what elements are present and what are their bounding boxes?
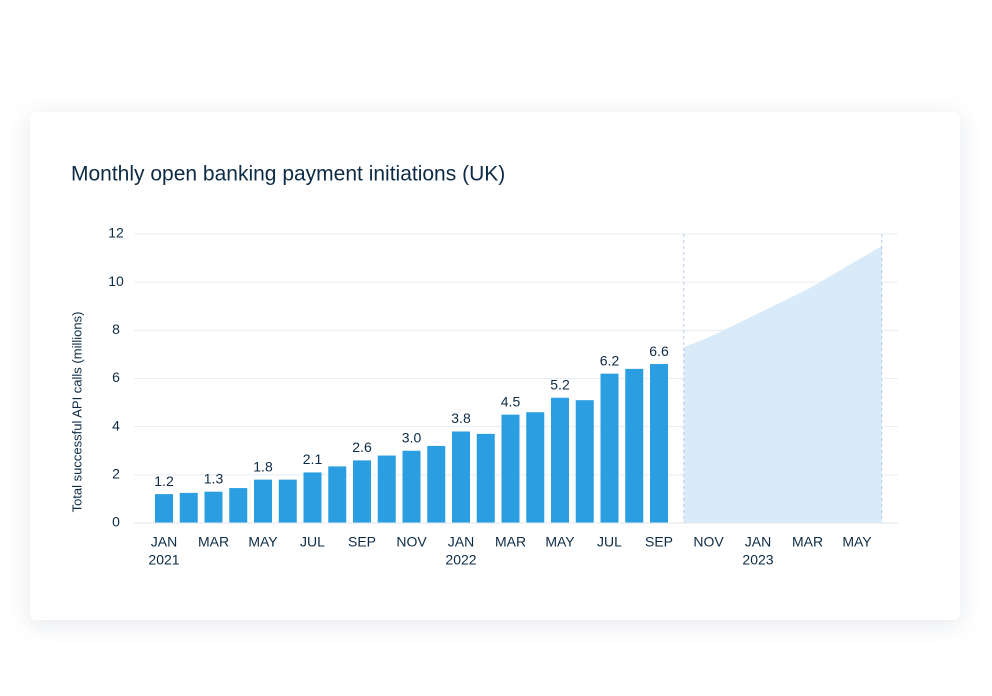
x-tick-label: MAR	[198, 534, 229, 550]
bar	[526, 412, 545, 523]
bar	[452, 431, 470, 523]
y-tick-label: 10	[108, 273, 124, 289]
bar	[650, 364, 668, 523]
value-label: 6.2	[600, 352, 620, 368]
x-tick-label: NOV	[396, 534, 427, 550]
y-tick-label: 12	[108, 225, 124, 241]
x-tick-label: MAY	[545, 534, 575, 550]
x-tick-label: MAR	[495, 534, 526, 550]
bar	[328, 466, 347, 523]
y-tick-label: 4	[112, 417, 120, 433]
bar	[179, 492, 198, 523]
x-tick-label: SEP	[348, 534, 376, 550]
bar	[476, 433, 495, 523]
y-tick-label: 8	[112, 321, 120, 337]
value-label: 2.6	[352, 439, 372, 455]
y-tick-label: 6	[112, 369, 120, 385]
bar	[254, 479, 272, 523]
x-tick-label: JAN	[151, 534, 177, 550]
bar	[625, 368, 644, 523]
value-label: 6.6	[649, 343, 669, 359]
bar	[427, 445, 446, 523]
y-tick-label: 2	[112, 466, 120, 482]
bar	[353, 460, 371, 523]
bar	[229, 488, 248, 523]
bar	[204, 491, 223, 523]
value-label: 4.5	[501, 393, 521, 409]
bar	[402, 450, 421, 523]
y-axis-title: Total successful API calls (millions)	[69, 312, 84, 513]
x-tick-label: JAN	[745, 534, 771, 550]
bar	[600, 373, 619, 523]
bar	[575, 400, 594, 523]
x-tick-label: JUL	[300, 534, 325, 550]
x-year-label: 2023	[742, 552, 773, 568]
bar	[278, 479, 297, 523]
bar	[303, 472, 322, 523]
bar	[501, 414, 520, 523]
value-label: 5.2	[550, 376, 570, 392]
x-tick-label: MAY	[248, 534, 278, 550]
x-year-label: 2021	[148, 552, 179, 568]
x-year-label: 2022	[445, 552, 476, 568]
forecast-area	[683, 246, 882, 523]
bar	[551, 397, 569, 523]
x-tick-label: MAY	[842, 534, 872, 550]
value-label: 3.8	[451, 410, 471, 426]
value-label: 1.3	[204, 470, 224, 486]
y-tick-label: 0	[112, 514, 120, 530]
chart-title: Monthly open banking payment initiations…	[71, 163, 505, 186]
bar	[155, 494, 173, 523]
value-label: 2.1	[303, 451, 323, 467]
x-tick-label: JUL	[597, 534, 622, 550]
value-label: 1.2	[154, 473, 174, 489]
bar	[377, 455, 396, 523]
x-tick-label: MAR	[792, 534, 823, 550]
value-label: 1.8	[253, 458, 273, 474]
value-label: 3.0	[402, 429, 422, 445]
x-tick-label: SEP	[645, 534, 673, 550]
x-tick-label: JAN	[448, 534, 474, 550]
x-tick-label: NOV	[693, 534, 724, 550]
